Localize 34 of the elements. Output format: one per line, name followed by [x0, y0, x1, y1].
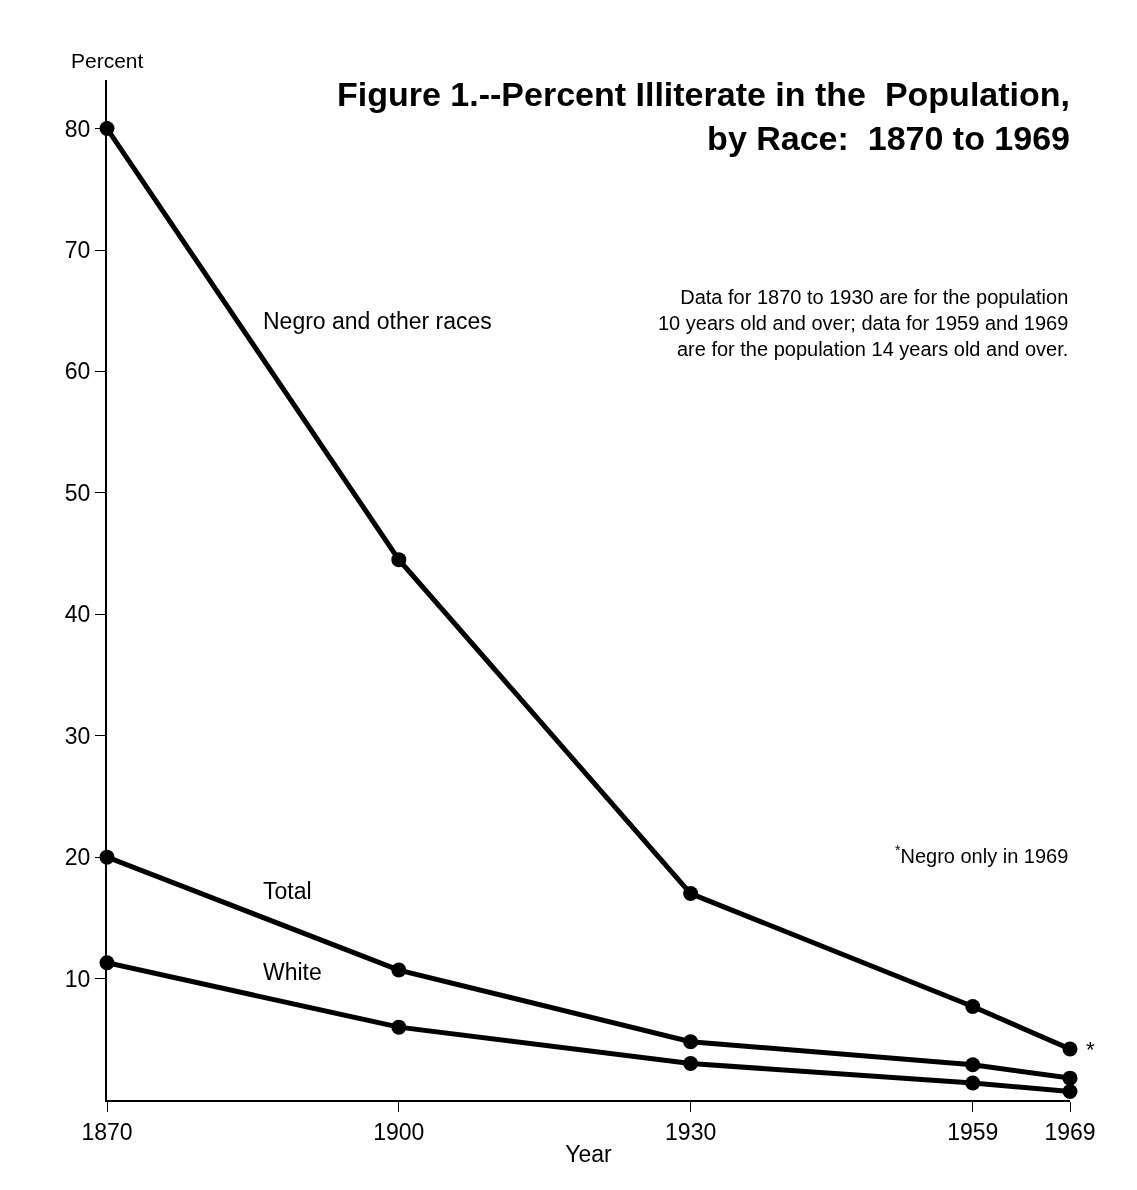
y-tick-label: 60: [64, 358, 91, 385]
x-tick-label: 1870: [81, 1118, 133, 1145]
y-tick-label: 80: [64, 115, 91, 142]
point: [965, 1057, 981, 1073]
y-tick-label: 30: [64, 722, 91, 749]
annotation: $^{*}$Negro only in 1969: [895, 842, 1069, 868]
series-label: Total: [263, 878, 312, 904]
x-tick-label: 1930: [665, 1118, 717, 1145]
y-tick-label: 50: [64, 479, 91, 506]
y-tick-label: 10: [64, 965, 91, 992]
x-tick-label: 1900: [373, 1118, 425, 1145]
point: [1062, 1084, 1078, 1099]
series-label: White: [263, 959, 322, 985]
x-axis-title: Year: [565, 1140, 613, 1167]
annotation: *: [1086, 1037, 1095, 1062]
point: [1062, 1070, 1078, 1086]
y-tick-label: 70: [64, 237, 91, 264]
series-label: Negro and other races: [263, 308, 492, 334]
point: [391, 962, 407, 978]
point: [1062, 1041, 1078, 1057]
x-tick-label: 1969: [1044, 1118, 1096, 1145]
point: [683, 1056, 699, 1072]
y-tick-label: 40: [64, 601, 91, 628]
point: [965, 999, 981, 1014]
annotation: Data for 1870 to 1930 are for the population 10 years old and over; data for 1959 and 1969 are for the population 14 years old and over.: [658, 286, 1069, 360]
point: [965, 1075, 981, 1091]
point: [391, 552, 407, 568]
point: [683, 1034, 699, 1050]
text: Figure 1.--Percent Illiterate in the Population, by Race: 1870 to 1969: [337, 74, 1070, 157]
y-tick-label: 20: [64, 844, 91, 871]
point: [683, 886, 699, 902]
x-tick-label: 1959: [947, 1118, 999, 1145]
y-axis-title: Percent: [71, 49, 144, 72]
point: [391, 1019, 407, 1035]
